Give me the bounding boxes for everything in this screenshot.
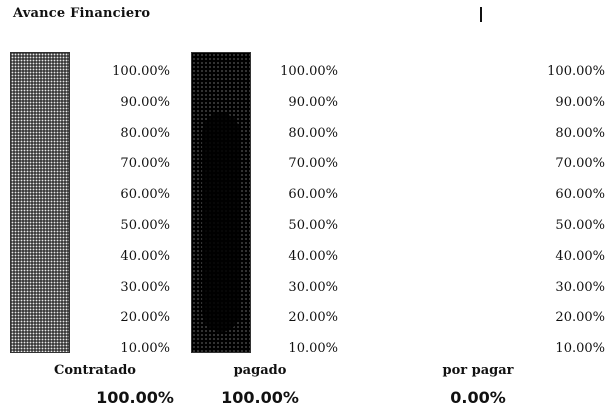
tick-label: 20.00% (555, 310, 605, 326)
category-label-contratado: Contratado (54, 363, 136, 378)
tick-label: 60.00% (288, 187, 338, 203)
chart-title: Avance Financiero (13, 6, 151, 21)
text-cursor-icon (480, 7, 482, 22)
tick-label: 80.00% (555, 125, 605, 141)
value-label-contratado: 100.00% (96, 388, 174, 407)
category-label-pagado: pagado (233, 363, 287, 378)
tick-label: 10.00% (288, 341, 338, 357)
tick-label: 90.00% (555, 94, 605, 110)
tick-label: 80.00% (120, 125, 170, 141)
tick-label: 30.00% (288, 279, 338, 295)
tick-label: 40.00% (120, 248, 170, 264)
tick-label: 10.00% (555, 341, 605, 357)
tick-label: 70.00% (120, 156, 170, 172)
tick-label: 90.00% (288, 94, 338, 110)
value-label-pagado: 100.00% (221, 388, 299, 407)
tick-label: 40.00% (555, 248, 605, 264)
tick-labels-pagado: 100.00% 90.00% 80.00% 70.00% 60.00% 50.0… (268, 63, 338, 371)
tick-label: 60.00% (120, 187, 170, 203)
category-label-por-pagar: por pagar (442, 363, 514, 378)
value-label-por-pagar: 0.00% (450, 388, 506, 407)
tick-label: 100.00% (547, 64, 605, 79)
tick-label: 70.00% (288, 156, 338, 172)
tick-label: 50.00% (120, 217, 170, 233)
tick-label: 80.00% (288, 125, 338, 141)
tick-label: 20.00% (120, 310, 170, 326)
tick-label: 100.00% (112, 64, 170, 79)
bar-contratado (10, 52, 70, 353)
tick-label: 20.00% (288, 310, 338, 326)
tick-label: 50.00% (288, 217, 338, 233)
tick-label: 70.00% (555, 156, 605, 172)
tick-label: 60.00% (555, 187, 605, 203)
tick-label: 90.00% (120, 94, 170, 110)
tick-labels-contratado: 100.00% 90.00% 80.00% 70.00% 60.00% 50.0… (100, 63, 170, 371)
tick-label: 100.00% (280, 64, 338, 79)
tick-labels-por-pagar: 100.00% 90.00% 80.00% 70.00% 60.00% 50.0… (533, 63, 605, 371)
bar-pagado (191, 52, 251, 353)
tick-label: 30.00% (555, 279, 605, 295)
tick-label: 10.00% (120, 341, 170, 357)
tick-label: 50.00% (555, 217, 605, 233)
tick-label: 40.00% (288, 248, 338, 264)
tick-label: 30.00% (120, 279, 170, 295)
